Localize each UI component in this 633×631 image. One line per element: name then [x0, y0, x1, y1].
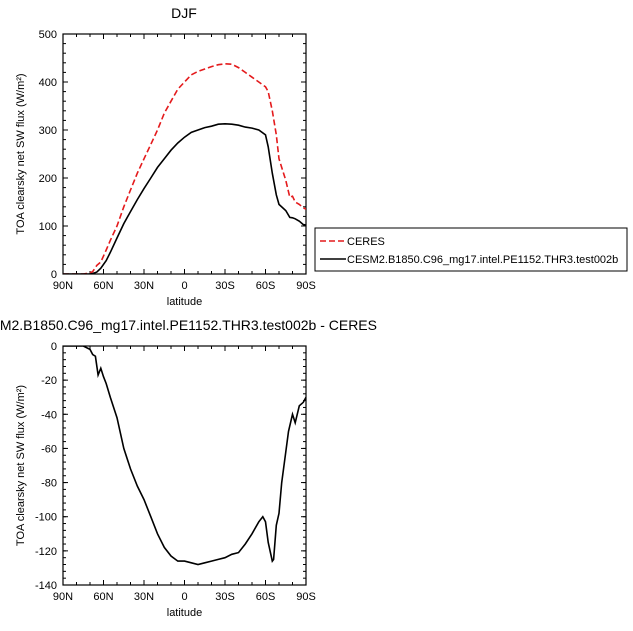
x-axis-label: latitude — [167, 296, 202, 308]
x-tick-label: 30S — [215, 280, 235, 292]
series-line-1 — [63, 62, 306, 274]
x-tick-label: 60S — [256, 591, 276, 603]
y-tick-label: 400 — [39, 77, 57, 89]
chart-2: CESM2.B1850.C96_mg17.intel.PE1152.THR3.t… — [0, 317, 377, 619]
x-tick-label: 60S — [256, 280, 276, 292]
x-axis-label: latitude — [167, 607, 202, 619]
y-tick-label: -120 — [35, 546, 57, 558]
legend-entry: CERES — [347, 236, 385, 248]
y-tick-label: 0 — [51, 341, 57, 353]
x-tick-label: 90N — [53, 280, 73, 292]
legend-box — [314, 227, 628, 272]
x-tick-label: 30N — [134, 591, 154, 603]
x-tick-label: 0 — [181, 280, 187, 292]
x-tick-label: 90S — [296, 591, 316, 603]
x-tick-label: 90N — [53, 591, 73, 603]
legend: CERES CESM2.B1850.C96_mg17.intel.PE1152.T… — [314, 227, 628, 272]
series-line-1 — [63, 346, 306, 566]
x-tick-label: 30S — [215, 591, 235, 603]
y-axis-label: TOA clearsky net SW flux (W/m²) — [15, 73, 27, 234]
y-tick-label: 500 — [39, 29, 57, 41]
y-tick-label: -100 — [35, 512, 57, 524]
y-axis-label: TOA clearsky net SW flux (W/m²) — [15, 385, 27, 546]
y-tick-label: -40 — [41, 409, 57, 421]
y-tick-label: 300 — [39, 125, 57, 137]
x-tick-label: 0 — [181, 591, 187, 603]
y-tick-label: 200 — [39, 173, 57, 185]
x-tick-label: 30N — [134, 280, 154, 292]
y-tick-label: 100 — [39, 221, 57, 233]
x-tick-label: 60N — [93, 591, 113, 603]
y-tick-label: -140 — [35, 580, 57, 592]
y-tick-label: -60 — [41, 443, 57, 455]
x-tick-label: 60N — [93, 280, 113, 292]
chart-title: CESM2.B1850.C96_mg17.intel.PE1152.THR3.t… — [0, 317, 377, 333]
series-line-2 — [63, 122, 306, 274]
legend-entry: CESM2.B1850.C96_mg17.intel.PE1152.THR3.t… — [347, 254, 618, 266]
y-tick-label: -20 — [41, 375, 57, 387]
y-tick-label: 0 — [51, 269, 57, 281]
x-tick-label: 90S — [296, 280, 316, 292]
y-tick-label: -80 — [41, 478, 57, 490]
chart-title: DJF — [171, 5, 197, 21]
chart-1: DJF 90N 60N 30N 0 30S 60S 90S 0 100 200 300 400 500 la… — [15, 5, 628, 308]
